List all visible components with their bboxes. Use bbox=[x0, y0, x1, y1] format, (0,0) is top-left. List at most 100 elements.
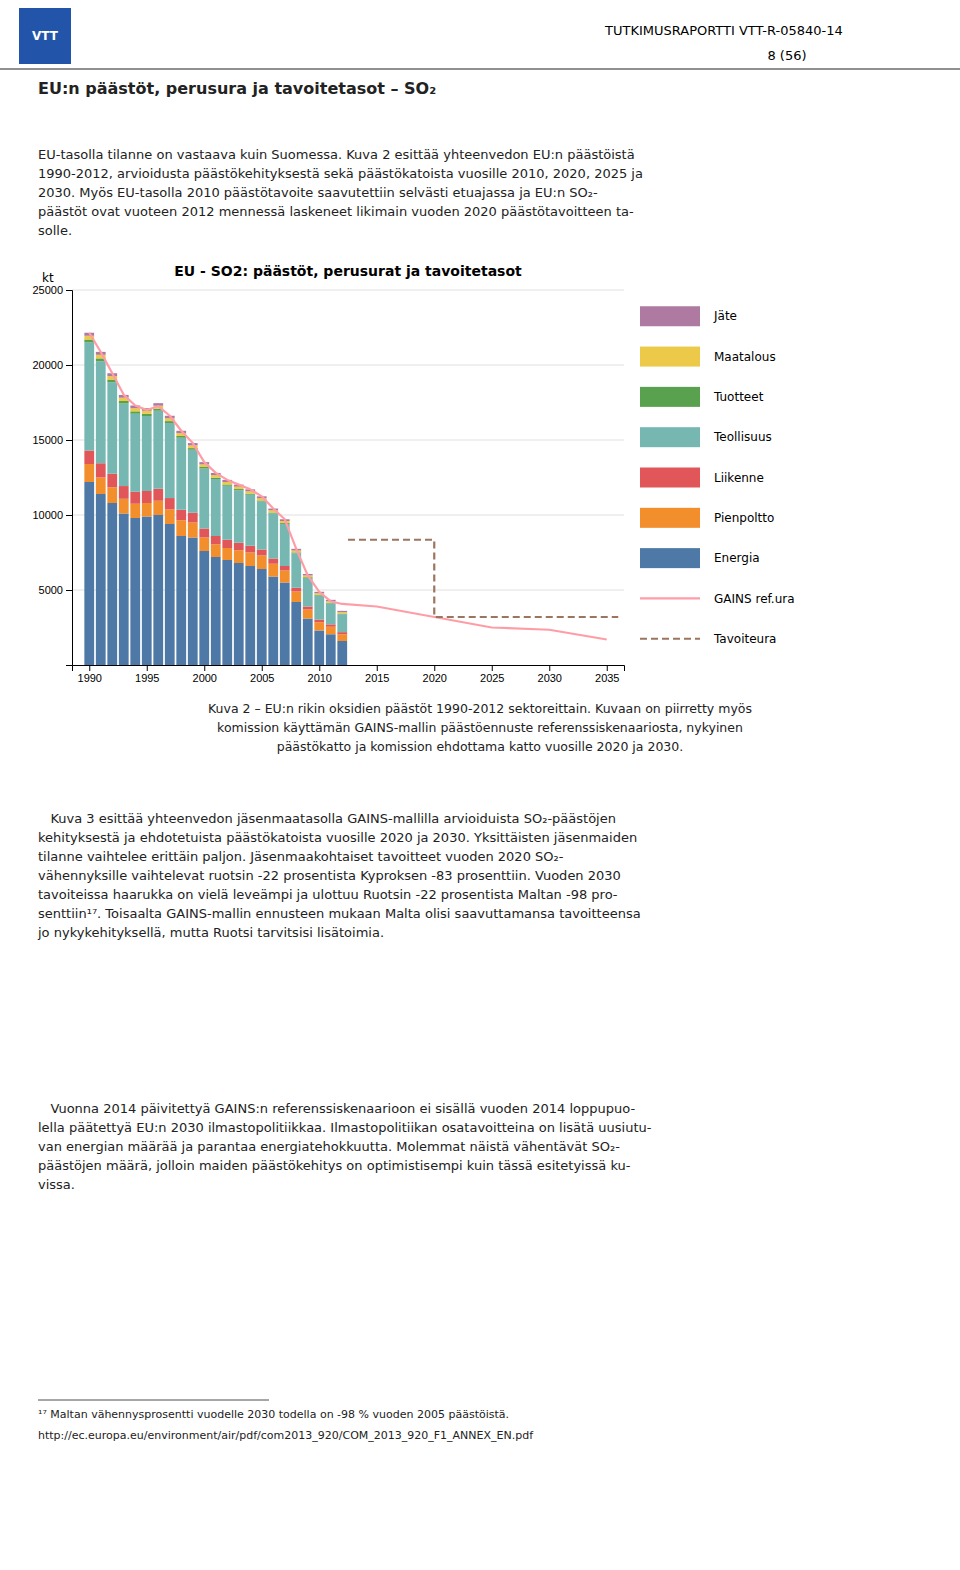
bar-series bbox=[84, 464, 347, 641]
bar bbox=[142, 411, 152, 414]
bar bbox=[153, 515, 163, 665]
bar bbox=[142, 414, 152, 416]
header-rule bbox=[0, 68, 960, 69]
bar bbox=[268, 514, 278, 559]
bar bbox=[211, 478, 221, 479]
bar bbox=[337, 634, 347, 641]
bar bbox=[337, 613, 347, 615]
legend-label: Energia bbox=[714, 551, 760, 565]
bar bbox=[165, 423, 175, 498]
bar bbox=[268, 559, 278, 564]
bar bbox=[84, 343, 94, 451]
x-tick-label: 2035 bbox=[595, 672, 619, 684]
legend-swatch bbox=[640, 638, 700, 640]
legend-item: Jäte bbox=[640, 306, 737, 326]
bar bbox=[303, 578, 313, 607]
bar bbox=[96, 361, 106, 463]
x-tick-label: 1995 bbox=[135, 672, 159, 684]
bar bbox=[222, 540, 232, 548]
bar-series bbox=[84, 336, 347, 614]
x-axis: 1990199520002005201020152020202520302035 bbox=[73, 665, 625, 684]
x-tick: 2020 bbox=[423, 665, 447, 684]
bar bbox=[176, 436, 186, 438]
bar bbox=[176, 510, 186, 521]
bar bbox=[142, 416, 152, 491]
y-axis: 500010000150002000025000 bbox=[32, 284, 72, 665]
bar bbox=[222, 486, 232, 540]
y-tick: 25000 bbox=[32, 284, 72, 296]
legend-label: Teollisuus bbox=[713, 430, 772, 444]
legend-label: Pienpoltto bbox=[714, 511, 774, 525]
bar bbox=[337, 611, 347, 612]
legend-label: GAINS ref.ura bbox=[714, 592, 795, 606]
bar bbox=[268, 577, 278, 666]
logo-box bbox=[19, 8, 71, 64]
bar bbox=[211, 557, 221, 665]
x-tick-label: 1990 bbox=[78, 672, 102, 684]
bar bbox=[245, 494, 255, 495]
bar bbox=[257, 550, 267, 556]
bar bbox=[314, 620, 324, 623]
bar bbox=[130, 492, 140, 504]
legend-item: Liikenne bbox=[640, 468, 764, 488]
bar bbox=[245, 553, 255, 567]
chart-title: EU - SO2: päästöt, perusurat ja tavoitet… bbox=[174, 263, 522, 279]
x-tick-mark bbox=[434, 665, 435, 671]
bar bbox=[291, 592, 301, 603]
x-tick: 1990 bbox=[78, 665, 102, 684]
line bbox=[348, 540, 618, 617]
footnote: ¹⁷ Maltan vähennysprosentti vuodelle 203… bbox=[38, 1408, 509, 1421]
legend-label: Tavoiteura bbox=[713, 632, 776, 646]
bar bbox=[107, 474, 117, 488]
bar bbox=[326, 603, 336, 624]
bar bbox=[245, 546, 255, 553]
legend-swatch bbox=[640, 597, 700, 599]
bar bbox=[257, 569, 267, 665]
y-tick-label: 25000 bbox=[32, 284, 63, 296]
bar bbox=[337, 614, 347, 632]
bar bbox=[337, 641, 347, 665]
bar bbox=[211, 479, 221, 536]
bar bbox=[337, 612, 347, 614]
y-tick-mark bbox=[66, 515, 72, 516]
bar bbox=[84, 451, 94, 465]
legend-swatch bbox=[640, 306, 700, 326]
bar bbox=[119, 499, 129, 514]
page: VTT TUTKIMUSRAPORTTI VTT-R-05840-14 8 (56)… bbox=[0, 0, 960, 1570]
x-tick: 2030 bbox=[538, 665, 562, 684]
x-tick-mark bbox=[549, 665, 550, 671]
bar bbox=[188, 450, 198, 513]
header-page: 8 (56) bbox=[767, 48, 806, 63]
bar bbox=[291, 588, 301, 592]
legend-item: Tuotteet bbox=[640, 387, 764, 407]
x-tick: 2035 bbox=[595, 665, 619, 684]
legend-item: Tavoiteura bbox=[640, 632, 776, 646]
bar bbox=[303, 610, 313, 619]
y-tick-label: 20000 bbox=[32, 359, 63, 371]
legend-label: Maatalous bbox=[714, 350, 776, 364]
bar bbox=[337, 632, 347, 634]
bar bbox=[280, 583, 290, 666]
bar bbox=[199, 529, 209, 538]
bar bbox=[257, 502, 267, 550]
x-tick-label: 2020 bbox=[423, 672, 447, 684]
bar-series bbox=[84, 343, 347, 633]
bar bbox=[130, 411, 140, 413]
bar bbox=[326, 627, 336, 635]
grid-line bbox=[72, 365, 624, 366]
header-right: TUTKIMUSRAPORTTI VTT-R-05840-14 bbox=[604, 23, 843, 38]
bar bbox=[153, 411, 163, 489]
x-tick: 2010 bbox=[308, 665, 332, 684]
y-tick-mark bbox=[66, 440, 72, 441]
bar bbox=[257, 556, 267, 570]
x-tick-label: 2015 bbox=[365, 672, 389, 684]
bar bbox=[314, 622, 324, 630]
bar bbox=[199, 538, 209, 552]
bar bbox=[199, 467, 209, 469]
legend-swatch bbox=[640, 347, 700, 367]
logo-text: VTT bbox=[32, 29, 59, 43]
bar bbox=[165, 509, 175, 524]
bar bbox=[96, 478, 106, 495]
legend-item: Energia bbox=[640, 548, 760, 568]
legend-swatch bbox=[640, 508, 700, 528]
